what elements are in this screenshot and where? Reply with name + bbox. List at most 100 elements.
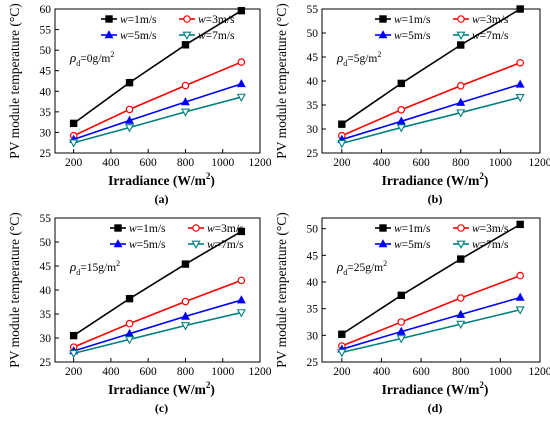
data-point	[397, 79, 405, 88]
series-line	[341, 308, 521, 354]
x-axis-title-close: )	[210, 173, 215, 188]
x-tick-label: 400	[373, 157, 391, 169]
data-point	[125, 124, 135, 133]
panel-label: (a)	[155, 192, 169, 206]
x-tick-label: 1000	[211, 157, 234, 169]
y-axis-title: PV module temperature (°C)	[274, 3, 289, 159]
x-tick-label: 600	[412, 366, 430, 378]
data-point	[516, 271, 524, 280]
annotation-subscript: d	[76, 268, 80, 277]
legend-marker	[113, 239, 123, 248]
series-line	[73, 299, 242, 352]
legend-label: w=7m/s	[472, 239, 509, 251]
series-line	[73, 61, 242, 137]
legend-value: =1m/s	[128, 14, 157, 26]
annotation-symbol: ρ	[69, 50, 76, 65]
legend-value: =7m/s	[215, 239, 244, 251]
x-tick-label: 1000	[211, 366, 234, 378]
series-line	[73, 9, 242, 125]
series-line	[341, 274, 521, 347]
series-line	[73, 96, 242, 144]
density-annotation: ρd=15g/m2	[69, 259, 120, 277]
legend-var: w	[198, 14, 206, 26]
legend-label: w=3m/s	[472, 223, 509, 235]
legend-label: w=5m/s	[394, 30, 431, 42]
x-tick-label: 800	[452, 157, 470, 169]
data-point	[515, 306, 525, 315]
legend-marker	[456, 240, 466, 249]
x-axis-title-sup: 2	[479, 380, 484, 390]
data-point	[457, 255, 465, 263]
legend-value: =7m/s	[480, 30, 509, 42]
y-tick-label: 40	[40, 285, 52, 297]
data-point	[237, 227, 246, 236]
x-tick-label: 200	[65, 157, 83, 169]
series-line	[341, 83, 521, 141]
x-axis-title-sup: 2	[479, 171, 484, 181]
y-tick-label: 50	[40, 237, 52, 249]
legend-var: w	[472, 223, 480, 235]
y-tick-label: 50	[307, 224, 319, 236]
legend-label: w=7m/s	[472, 30, 509, 42]
legend-value: =5m/s	[402, 30, 431, 42]
legend-marker	[456, 31, 466, 40]
x-tick-label: 200	[65, 366, 83, 378]
density-annotation: ρd=5g/m2	[336, 50, 381, 68]
legend-label: w=3m/s	[207, 223, 244, 235]
legend-label: w=5m/s	[394, 239, 431, 251]
legend-value: =7m/s	[480, 239, 509, 251]
legend-value: =3m/s	[215, 223, 244, 235]
y-tick-label: 50	[307, 28, 319, 40]
x-tick-label: 1000	[489, 157, 512, 169]
data-point	[181, 97, 190, 106]
data-point	[515, 93, 525, 103]
x-tick-label: 1200	[529, 157, 550, 169]
legend-value: =1m/s	[137, 223, 166, 235]
annotation-value: =15g/m	[80, 262, 116, 274]
legend-marker	[105, 15, 113, 23]
legend-marker	[379, 15, 387, 23]
data-point	[69, 331, 78, 340]
data-point	[515, 79, 525, 88]
data-point	[125, 294, 134, 303]
data-point	[338, 330, 346, 338]
annotation-symbol: ρ	[336, 50, 343, 65]
legend-label: w=7m/s	[207, 239, 244, 251]
y-tick-label: 30	[307, 330, 319, 342]
x-tick-label: 600	[140, 366, 158, 378]
data-point	[456, 82, 465, 90]
legend-var: w	[120, 14, 128, 26]
plot-frame	[54, 8, 261, 154]
data-point	[396, 326, 406, 335]
legend-var: w	[472, 239, 480, 251]
x-axis-title: Irradiance (W/m2)	[108, 171, 215, 188]
annotation-subscript: d	[343, 59, 347, 68]
data-point	[181, 41, 190, 49]
x-tick-label: 1000	[489, 366, 512, 378]
annotation-value: =0g/m	[80, 53, 110, 65]
data-point	[237, 6, 246, 15]
x-axis-title-text: Irradiance (W/m	[382, 382, 481, 397]
legend-value: =3m/s	[206, 14, 235, 26]
series-line	[73, 230, 242, 337]
legend-marker	[114, 224, 122, 232]
y-axis-title: PV module temperature (°C)	[7, 3, 22, 159]
x-tick-label: 400	[102, 157, 120, 169]
data-point	[236, 295, 246, 304]
legend-label: w=5m/s	[120, 30, 157, 42]
y-tick-label: 45	[307, 250, 319, 262]
data-point	[456, 320, 466, 330]
data-point	[396, 116, 406, 125]
series-line	[341, 296, 521, 350]
x-tick-label: 200	[333, 157, 351, 169]
x-tick-label: 1200	[249, 366, 272, 378]
x-tick-label: 1200	[529, 366, 550, 378]
series-line	[341, 8, 521, 125]
annotation-superscript: 2	[110, 50, 114, 59]
legend-marker	[104, 30, 114, 39]
legend-var: w	[394, 223, 402, 235]
legend-var: w	[120, 30, 128, 42]
annotation-superscript: 2	[116, 259, 120, 268]
x-axis-title-sup: 2	[206, 380, 211, 390]
